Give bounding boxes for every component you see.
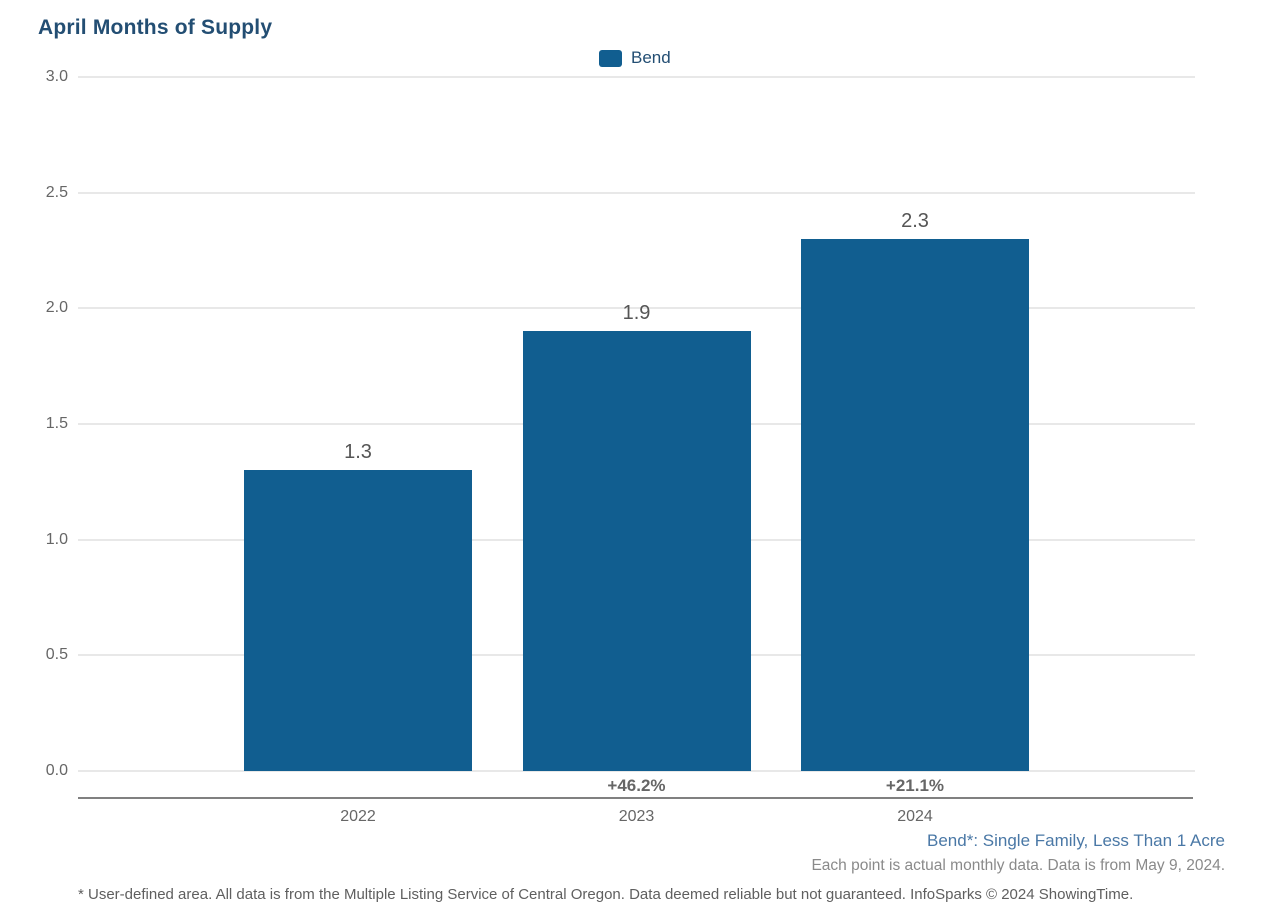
y-tick-label: 3.0 [45, 68, 68, 85]
gridline [78, 191, 1195, 194]
data-source-note: Each point is actual monthly data. Data … [811, 857, 1225, 874]
bar-value-label: 1.9 [622, 302, 651, 325]
y-tick-label: 0.5 [45, 646, 68, 664]
y-tick-label: 1.5 [45, 415, 68, 432]
bar-value-label: 2.3 [901, 209, 929, 232]
gridline [78, 307, 1195, 310]
y-tick-label: 1.0 [45, 530, 68, 548]
legend-swatch-bend [599, 49, 622, 67]
series-definition-note: Bend*: Single Family, Less Than 1 Acre [927, 831, 1225, 850]
legend: Bend [599, 48, 671, 68]
y-tick-label: 2.0 [45, 299, 68, 317]
bar-2023[interactable] [522, 331, 751, 771]
gridline [78, 76, 1195, 78]
bar-2024[interactable] [801, 238, 1029, 771]
bar-2022[interactable] [244, 470, 472, 771]
y-tick-label: 0.0 [45, 762, 68, 779]
pct-change-label: +21.1% [885, 776, 945, 795]
x-category-label: 2024 [897, 808, 933, 825]
x-category-label: 2022 [340, 808, 376, 825]
x-category-label: 2023 [618, 808, 655, 825]
chart-title: April Months of Supply [38, 16, 273, 39]
bar-value-label: 1.3 [344, 441, 372, 464]
y-tick-label: 2.5 [45, 183, 68, 201]
plot-area [78, 76, 1195, 772]
pct-change-label: +46.2% [607, 776, 666, 795]
legend-label-bend: Bend [631, 48, 671, 67]
disclaimer-footnote: * User-defined area. All data is from th… [78, 886, 1134, 903]
x-axis-line [78, 797, 1193, 799]
gridline [78, 770, 1195, 772]
